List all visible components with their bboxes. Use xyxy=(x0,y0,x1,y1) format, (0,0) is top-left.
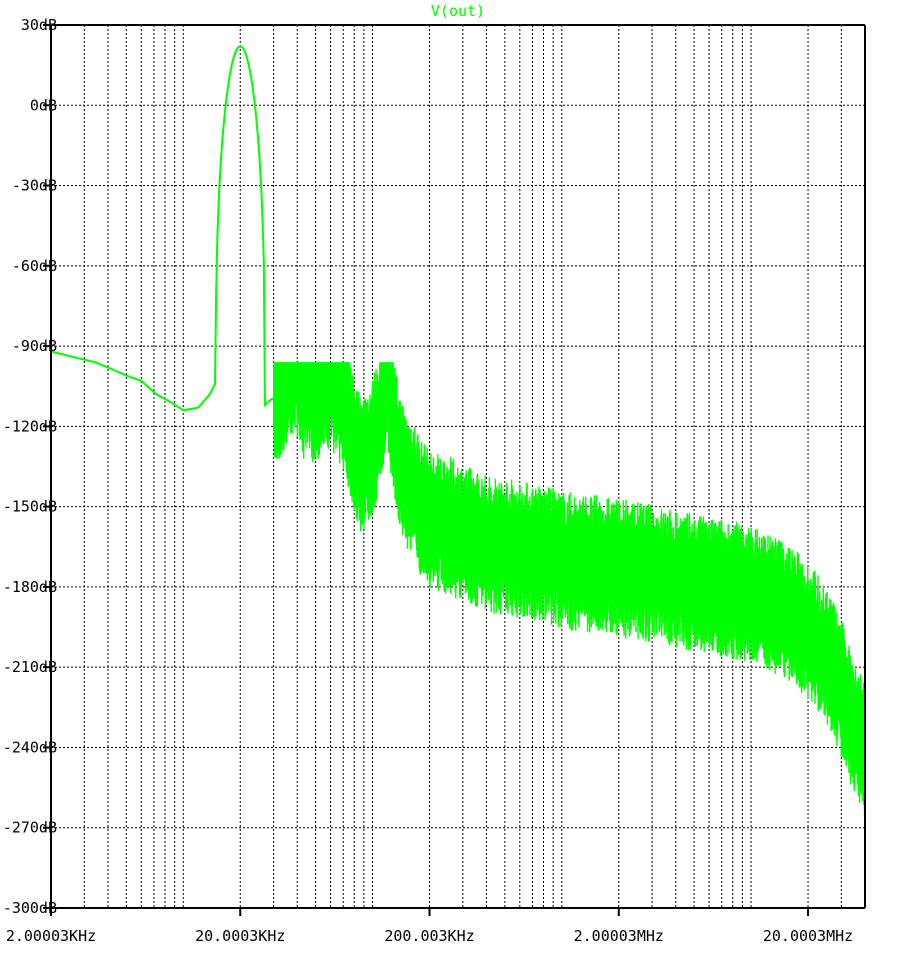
x-tick-label: 2.00003KHz xyxy=(6,927,96,945)
y-tick-label: 30dB xyxy=(21,16,57,34)
plot-frame xyxy=(43,24,866,916)
y-tick-label: -60dB xyxy=(12,257,57,275)
y-tick-label: -120dB xyxy=(3,417,57,435)
y-tick-label: -180dB xyxy=(3,578,57,596)
y-tick-label: -90dB xyxy=(12,337,57,355)
y-axis-tick-labels: 30dB 0dB -30dB -60dB -90dB -120dB -150dB -180dB… xyxy=(3,16,57,917)
x-tick-label: 20.0003MHz xyxy=(763,927,853,945)
y-tick-label: 0dB xyxy=(30,96,57,114)
y-tick-label: -210dB xyxy=(3,658,57,676)
trace-layer xyxy=(51,45,866,816)
trace-title: V(out) xyxy=(431,2,485,20)
y-tick-label: -240dB xyxy=(3,738,57,756)
x-tick-label: 20.0003KHz xyxy=(195,927,285,945)
y-tick-label: -270dB xyxy=(3,819,57,837)
y-tick-label: -300dB xyxy=(3,899,57,917)
grid-lines xyxy=(51,25,865,908)
x-tick-label: 2.00003MHz xyxy=(574,927,664,945)
y-tick-label: -150dB xyxy=(3,498,57,516)
x-axis-tick-labels: 2.00003KHz 20.0003KHz 200.003KHz 2.00003MHz… xyxy=(6,927,853,945)
series-spectral-spikes xyxy=(272,362,866,816)
y-tick-label: -30dB xyxy=(12,177,57,195)
x-tick-label: 200.003KHz xyxy=(384,927,474,945)
